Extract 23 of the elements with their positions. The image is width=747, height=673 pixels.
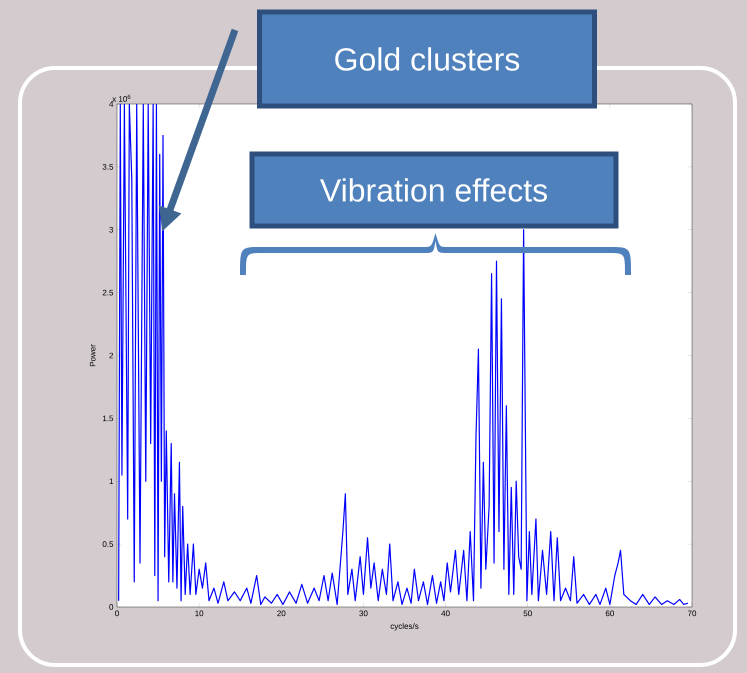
y-tick-label: 1 (110, 478, 114, 484)
text: Gold clusters (335, 47, 520, 71)
x-tick-label: 30 (359, 610, 368, 616)
x-tick-label: 10 (195, 610, 204, 616)
y-tick-label: 0 (109, 604, 114, 610)
y-tick-label: 1.5 (102, 416, 114, 422)
x-tick-label: 0 (115, 610, 119, 616)
y-tick-label: 2.5 (102, 290, 114, 296)
x-tick-label: 70 (688, 610, 696, 616)
x-tick-label: 60 (606, 610, 614, 616)
y-tick-label: 3.5 (102, 164, 114, 170)
y-tick-label: 2 (109, 352, 114, 358)
y-tick-label: 0.5 (102, 541, 114, 547)
y-axis-title: Power (90, 344, 96, 366)
x-axis-title: cycles/s (390, 623, 418, 631)
annotation: Vibration effects (320, 178, 547, 202)
x-tick-label: 40 (441, 610, 450, 616)
x-tick-label: 50 (524, 610, 532, 616)
y-tick-label: 3 (109, 226, 114, 233)
y-tick-label: 4 (109, 101, 114, 107)
x-tick-label: 20 (277, 610, 286, 616)
line-series (118, 104, 688, 606)
text: x 10$^{6}$ (112, 94, 130, 102)
